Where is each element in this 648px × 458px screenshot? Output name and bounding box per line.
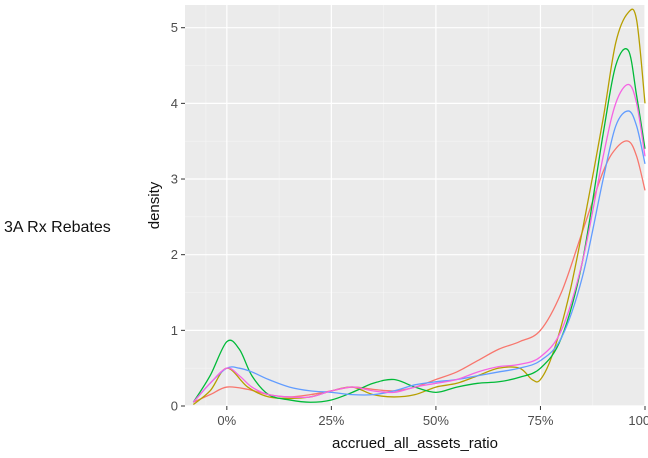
density-line-4 bbox=[192, 110, 646, 403]
y-tick-label: 3 bbox=[171, 172, 178, 187]
y-axis-ticks: 0 1 2 3 4 5 bbox=[171, 20, 185, 414]
y-axis-label: density bbox=[146, 181, 163, 229]
y-tick-label: 5 bbox=[171, 20, 178, 35]
x-tick-label: 100% bbox=[628, 413, 648, 428]
series-layer bbox=[192, 8, 646, 405]
density-line-3 bbox=[192, 48, 646, 403]
x-tick-label: 50% bbox=[423, 413, 449, 428]
y-tick-label: 0 bbox=[171, 399, 178, 414]
density-line-5 bbox=[192, 83, 646, 403]
x-axis-label: accrued_all_assets_ratio bbox=[332, 435, 498, 452]
y-tick-label: 1 bbox=[171, 323, 178, 338]
plot-panel bbox=[185, 5, 645, 406]
x-axis-ticks: 0% 25% 50% 75% 100% bbox=[217, 406, 648, 428]
row-label: 3A Rx Rebates bbox=[4, 219, 111, 236]
x-tick-label: 75% bbox=[527, 413, 553, 428]
x-tick-label: 0% bbox=[217, 413, 236, 428]
x-tick-label: 25% bbox=[318, 413, 344, 428]
y-tick-label: 4 bbox=[171, 96, 178, 111]
y-tick-label: 2 bbox=[171, 247, 178, 262]
minor-gridlines bbox=[185, 5, 645, 406]
major-gridlines bbox=[185, 5, 646, 407]
